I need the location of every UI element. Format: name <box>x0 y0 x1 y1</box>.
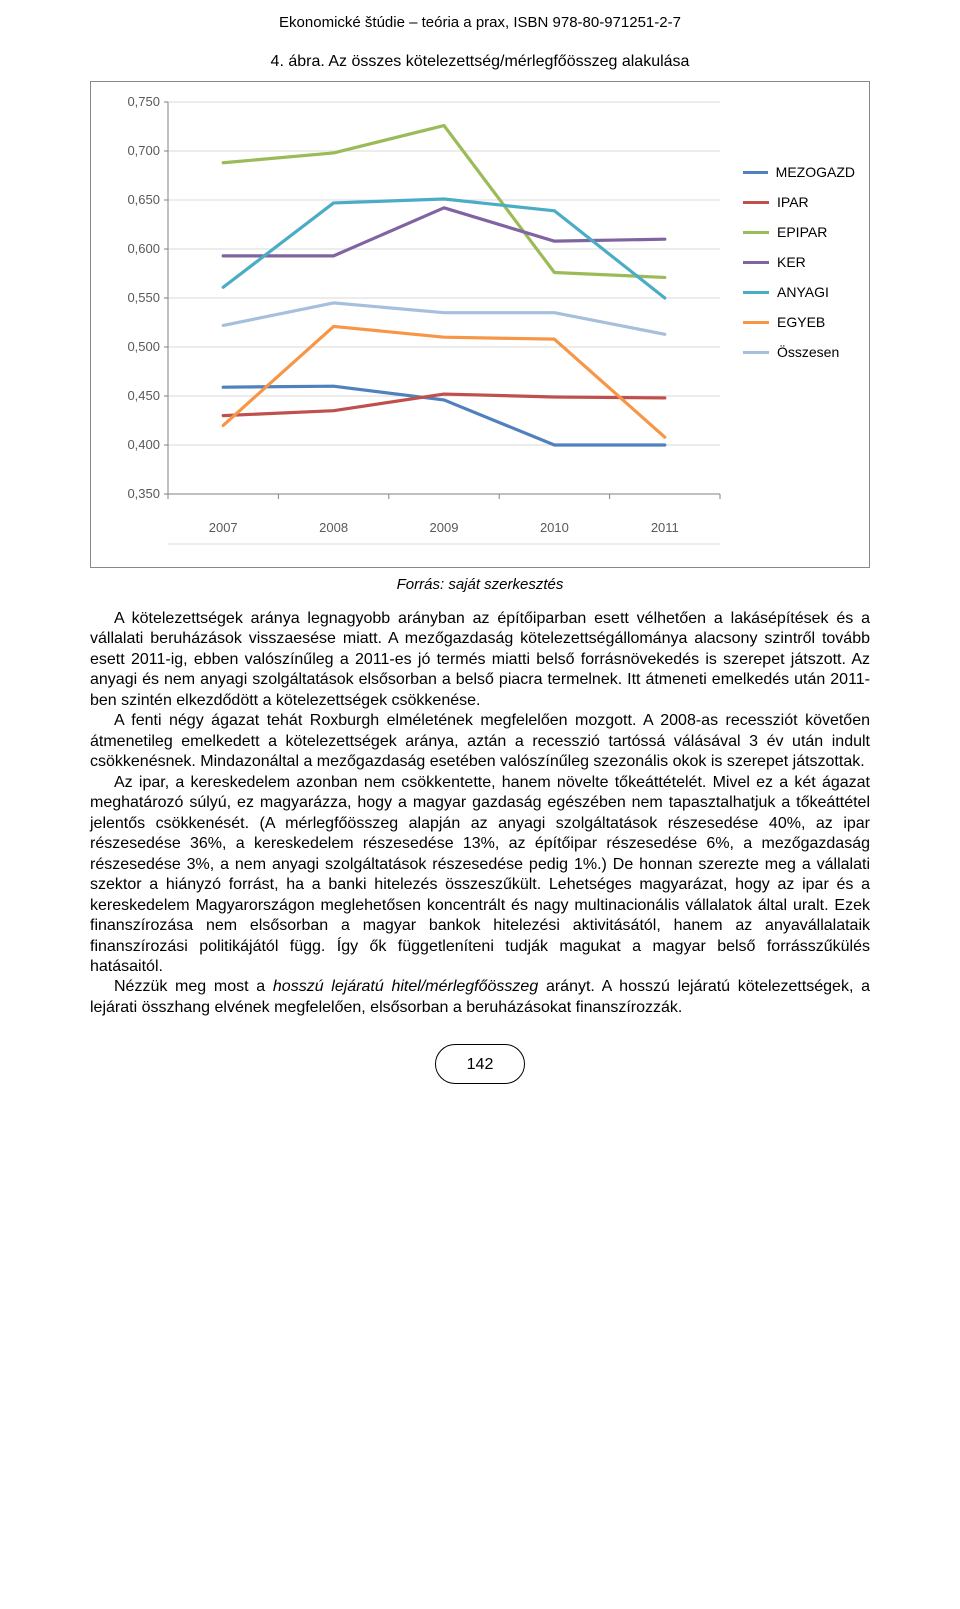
legend-label: ANYAGI <box>777 284 829 300</box>
chart-legend: MEZOGAZD IPAR EPIPAR KER ANYAGI EGYEB Összesen <box>739 94 859 374</box>
svg-text:2011: 2011 <box>651 520 679 535</box>
legend-swatch <box>743 231 769 234</box>
legend-swatch <box>743 171 768 174</box>
legend-label: Összesen <box>777 344 839 360</box>
paragraph: Nézzük meg most a hosszú lejáratú hitel/… <box>90 977 870 1018</box>
legend-item: Összesen <box>743 344 855 360</box>
content-area: 4. ábra. Az összes kötelezettség/mérlegf… <box>0 53 960 1018</box>
legend-swatch <box>743 261 769 264</box>
svg-text:0,550: 0,550 <box>127 290 160 305</box>
legend-swatch <box>743 201 769 204</box>
legend-label: EPIPAR <box>777 224 827 240</box>
body-text: A kötelezettségek aránya legnagyobb arán… <box>90 609 870 1018</box>
legend-item: EGYEB <box>743 314 855 330</box>
legend-label: EGYEB <box>777 314 825 330</box>
paragraph: A kötelezettségek aránya legnagyobb arán… <box>90 609 870 711</box>
svg-text:0,450: 0,450 <box>127 388 160 403</box>
legend-item: EPIPAR <box>743 224 855 240</box>
svg-text:0,600: 0,600 <box>127 241 160 256</box>
legend-item: KER <box>743 254 855 270</box>
chart-container: 0,350 0,400 0,450 0,500 0,550 0,600 0,650 0,700… <box>90 81 870 568</box>
chart-svg: 0,350 0,400 0,450 0,500 0,550 0,600 0,650 0,700… <box>101 94 739 554</box>
legend-swatch <box>743 351 769 354</box>
legend-label: KER <box>777 254 806 270</box>
svg-text:0,400: 0,400 <box>127 437 160 452</box>
svg-text:0,700: 0,700 <box>127 143 160 158</box>
svg-text:2008: 2008 <box>319 520 348 535</box>
legend-item: MEZOGAZD <box>743 164 855 180</box>
svg-text:0,500: 0,500 <box>127 339 160 354</box>
legend-item: ANYAGI <box>743 284 855 300</box>
paragraph: Az ipar, a kereskedelem azonban nem csök… <box>90 773 870 978</box>
legend-item: IPAR <box>743 194 855 210</box>
figure-caption: Forrás: saját szerkesztés <box>90 576 870 593</box>
svg-text:2010: 2010 <box>540 520 569 535</box>
figure-title: 4. ábra. Az összes kötelezettség/mérlegf… <box>90 53 870 71</box>
svg-text:2009: 2009 <box>430 520 459 535</box>
legend-swatch <box>743 321 769 324</box>
legend-label: MEZOGAZD <box>776 164 855 180</box>
legend-label: IPAR <box>777 194 809 210</box>
svg-text:0,750: 0,750 <box>127 94 160 109</box>
legend-swatch <box>743 291 769 294</box>
chart-plot: 0,350 0,400 0,450 0,500 0,550 0,600 0,650 0,700… <box>101 94 739 559</box>
page-header: Ekonomické štúdie – teória a prax, ISBN … <box>0 0 960 37</box>
svg-text:0,350: 0,350 <box>127 486 160 501</box>
paragraph: A fenti négy ágazat tehát Roxburgh elmél… <box>90 711 870 772</box>
page-number: 142 <box>435 1044 525 1084</box>
svg-text:2007: 2007 <box>209 520 238 535</box>
svg-text:0,650: 0,650 <box>127 192 160 207</box>
